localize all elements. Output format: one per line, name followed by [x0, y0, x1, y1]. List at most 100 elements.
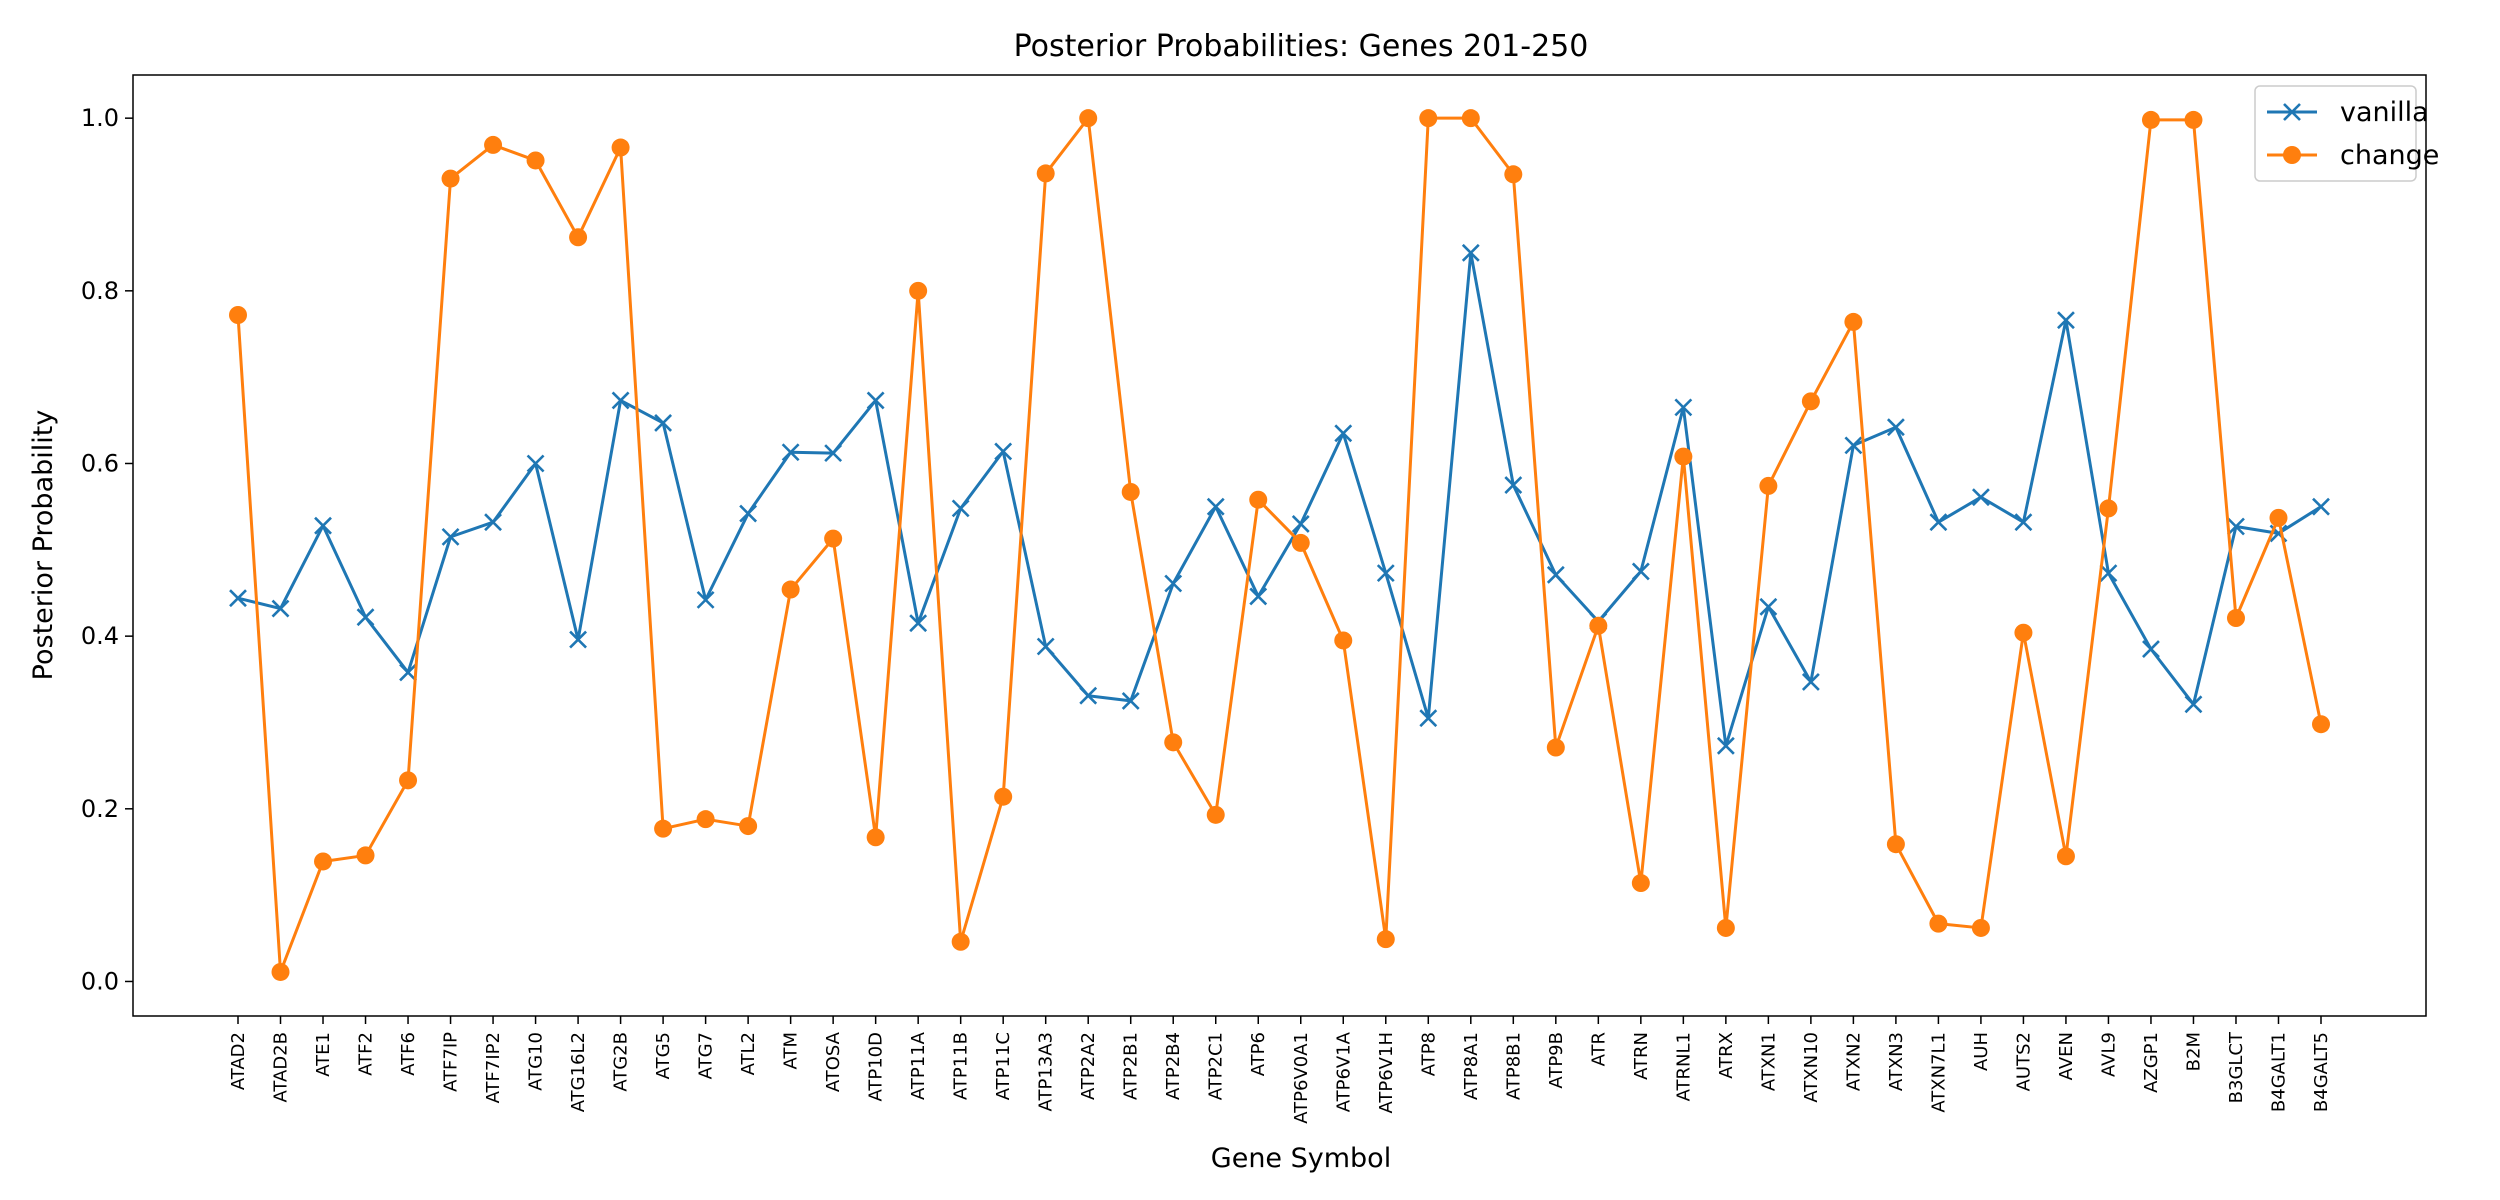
x-tick-label: ATP10D: [866, 1032, 887, 1102]
data-point-change: [1844, 312, 1863, 331]
data-point-change: [229, 305, 247, 324]
data-point-vanilla: [994, 442, 1013, 461]
data-point-vanilla: [951, 499, 970, 518]
x-tick-label: AZGP1: [2141, 1032, 2162, 1093]
x-tick-label: ATP11B: [951, 1032, 972, 1100]
data-point-change: [1036, 164, 1055, 183]
data-point-vanilla: [271, 599, 290, 618]
x-tick-label: ATP13A3: [1036, 1032, 1057, 1111]
data-point-change: [2099, 499, 2118, 518]
data-point-vanilla: [1801, 672, 1820, 691]
x-tick-label: ATP6V1H: [1376, 1032, 1397, 1114]
x-tick-label: ATG2B: [611, 1032, 632, 1092]
data-point-vanilla: [1546, 565, 1565, 584]
x-tick-label: ATP8A1: [1461, 1032, 1482, 1100]
x-axis-label: Gene Symbol: [1211, 1143, 1391, 1174]
data-point-vanilla: [1461, 243, 1480, 262]
data-point-change: [739, 817, 758, 836]
data-point-vanilla: [1121, 691, 1140, 710]
x-tick-label: ATXN2: [1843, 1032, 1864, 1091]
x-tick-label: ATF6: [398, 1032, 419, 1076]
data-point-vanilla: [1164, 574, 1183, 593]
data-point-change: [2141, 110, 2160, 129]
data-point-change: [951, 932, 970, 951]
x-tick-label: ATRN: [1631, 1032, 1652, 1080]
data-point-change: [484, 135, 503, 154]
data-point-change: [781, 580, 800, 599]
data-point-change: [1206, 805, 1225, 824]
data-point-change: [441, 169, 460, 188]
data-point-vanilla: [1376, 564, 1395, 583]
data-point-change: [1971, 918, 1990, 937]
data-point-change: [696, 810, 715, 829]
data-point-vanilla: [1844, 436, 1863, 455]
data-point-vanilla: [1886, 418, 1905, 437]
data-point-change: [2226, 609, 2245, 628]
y-tick-label: 0.6: [81, 449, 119, 477]
data-point-vanilla: [866, 391, 885, 410]
y-tick-label: 0.4: [81, 622, 119, 650]
data-point-change: [994, 787, 1013, 806]
x-tick-label: ATXN3: [1886, 1032, 1907, 1091]
data-point-change: [2014, 623, 2033, 642]
x-tick-label: ATG7: [696, 1032, 717, 1079]
data-point-vanilla: [1631, 562, 1650, 581]
data-point-change: [2312, 715, 2330, 734]
data-point-vanilla: [1504, 476, 1523, 494]
data-point-change: [356, 846, 375, 865]
data-point-vanilla: [484, 513, 502, 532]
x-tick-label: ATP6V0A1: [1291, 1032, 1312, 1124]
x-tick-label: ATM: [781, 1032, 802, 1069]
data-point-change: [1631, 874, 1650, 893]
data-point-change: [1419, 109, 1438, 128]
x-tick-label: ATXN7L1: [1928, 1032, 1949, 1113]
data-point-vanilla: [1036, 637, 1055, 656]
data-point-change: [569, 228, 588, 247]
data-point-vanilla: [229, 589, 247, 608]
data-point-change: [1334, 631, 1353, 650]
x-tick-label: ATP2B4: [1163, 1032, 1184, 1100]
data-point-vanilla: [824, 444, 843, 463]
y-tick-label: 0.0: [81, 967, 119, 995]
x-tick-label: ATG10: [526, 1032, 547, 1091]
data-point-vanilla: [1674, 398, 1693, 417]
data-point-vanilla: [696, 590, 715, 609]
data-point-vanilla: [2312, 497, 2330, 516]
x-tick-label: ATF7IP2: [483, 1032, 504, 1103]
data-point-vanilla: [1291, 514, 1310, 533]
data-point-vanilla: [739, 504, 758, 523]
y-axis-label: Posterior Probability: [28, 410, 59, 681]
data-point-vanilla: [1759, 597, 1778, 616]
data-point-change: [824, 529, 843, 548]
legend-marker-change: [2283, 146, 2301, 164]
data-point-vanilla: [1972, 488, 1990, 507]
x-tick-label: ATP8B1: [1503, 1032, 1524, 1100]
data-point-vanilla: [1716, 736, 1735, 755]
data-point-change: [1886, 835, 1905, 854]
x-tick-label: ATF7IP: [441, 1032, 462, 1092]
data-point-change: [399, 771, 418, 790]
data-point-change: [909, 281, 928, 300]
data-point-vanilla: [2099, 564, 2118, 583]
data-point-vanilla: [399, 663, 417, 682]
x-tick-label: B4GALT1: [2268, 1032, 2289, 1112]
x-tick-label: AUH: [1971, 1032, 1992, 1071]
data-point-change: [1504, 165, 1523, 184]
data-point-change: [654, 819, 673, 838]
data-point-change: [1929, 914, 1948, 933]
data-point-vanilla: [2014, 513, 2033, 532]
data-point-vanilla: [909, 614, 928, 633]
data-point-vanilla: [1334, 424, 1353, 443]
series-vanilla: [229, 243, 2330, 755]
data-point-vanilla: [654, 413, 673, 432]
data-point-vanilla: [1419, 709, 1438, 728]
x-tick-label: ATRNL1: [1673, 1032, 1694, 1101]
data-point-vanilla: [356, 608, 375, 627]
x-tick-label: AUTS2: [2013, 1032, 2034, 1091]
x-tick-label: ATP8: [1418, 1032, 1439, 1076]
series-layer: [229, 109, 2330, 981]
series-line-vanilla: [237, 251, 2322, 748]
data-point-vanilla: [526, 454, 545, 473]
legend-label-vanilla: vanilla: [2340, 97, 2429, 128]
